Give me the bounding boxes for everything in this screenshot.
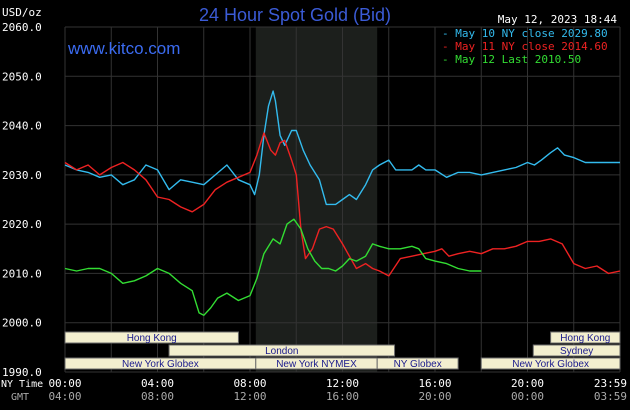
session-label: NY Globex bbox=[394, 359, 442, 370]
series-line-1 bbox=[64, 90, 620, 206]
session-label: New York Globex bbox=[122, 359, 199, 370]
y-tick-label: 2010.0 bbox=[2, 267, 42, 280]
gmt-label: GMT bbox=[11, 392, 29, 403]
y-tick-label: 2060.0 bbox=[2, 21, 42, 34]
ny-time-tick: 16:00 bbox=[418, 377, 451, 390]
gmt-tick: 04:00 bbox=[48, 390, 81, 403]
legend: - May 10 NY close 2029.80- May 11 NY clo… bbox=[442, 27, 608, 66]
highlight-band bbox=[255, 27, 378, 372]
y-axis-tick-labels: 1990.0 2000.0 2010.0 2020.0 2030.0 2040.0 2050… bbox=[2, 21, 42, 379]
price-series bbox=[64, 90, 621, 316]
y-tick-label: 2030.0 bbox=[2, 169, 42, 182]
x-axis-tick-labels: 00:00 04:00 08:00 12:00 16:00 20:00 23:5904:00… bbox=[48, 377, 627, 403]
ny-time-label: NY Time bbox=[1, 379, 43, 390]
y-tick-label: 2000.0 bbox=[2, 317, 42, 330]
y-tick-label: 2040.0 bbox=[2, 120, 42, 133]
legend-entry: - May 10 NY close 2029.80 bbox=[442, 27, 608, 40]
series-line-2 bbox=[64, 132, 621, 277]
nymex-hours-highlight bbox=[255, 27, 378, 372]
gmt-tick: 03:59 bbox=[594, 390, 627, 403]
ny-time-tick: 08:00 bbox=[233, 377, 266, 390]
gmt-tick: 00:00 bbox=[511, 390, 544, 403]
series-line-3 bbox=[64, 218, 482, 316]
session-label: Hong Kong bbox=[127, 333, 177, 344]
ny-time-tick: 04:00 bbox=[141, 377, 174, 390]
ny-time-tick: 20:00 bbox=[511, 377, 544, 390]
ny-time-tick: 23:59 bbox=[594, 377, 627, 390]
session-bar bbox=[376, 357, 459, 370]
legend-entry: - May 11 NY close 2014.60 bbox=[442, 40, 608, 53]
gmt-tick: 20:00 bbox=[418, 390, 451, 403]
y-tick-label: 2050.0 bbox=[2, 70, 42, 83]
ny-time-tick: 00:00 bbox=[48, 377, 81, 390]
ny-time-tick: 12:00 bbox=[326, 377, 359, 390]
session-bar bbox=[168, 344, 396, 357]
session-label: New York NYMEX bbox=[276, 359, 357, 370]
y-tick-label: 1990.0 bbox=[2, 366, 42, 379]
session-label: Sydney bbox=[560, 346, 593, 357]
session-label: New York Globex bbox=[512, 359, 589, 370]
market-sessions: Hong Kong London New York Globex New York N… bbox=[64, 331, 621, 370]
gmt-tick: 08:00 bbox=[141, 390, 174, 403]
session-label: Hong Kong bbox=[560, 333, 610, 344]
timestamp: May 12, 2023 18:44 bbox=[498, 13, 618, 26]
legend-entry: - May 12 Last 2010.50 bbox=[442, 53, 581, 66]
session-bar bbox=[480, 357, 621, 370]
session-label: London bbox=[265, 346, 298, 357]
chart-title: 24 Hour Spot Gold (Bid) bbox=[199, 5, 391, 25]
y-tick-label: 2020.0 bbox=[2, 218, 42, 231]
website-link[interactable]: www.kitco.com bbox=[67, 39, 180, 58]
gmt-tick: 12:00 bbox=[233, 390, 266, 403]
session-bar bbox=[550, 331, 621, 344]
units-label: USD/oz bbox=[2, 6, 42, 19]
session-bar bbox=[64, 331, 239, 344]
gmt-tick: 16:00 bbox=[326, 390, 359, 403]
session-bar bbox=[532, 344, 621, 357]
